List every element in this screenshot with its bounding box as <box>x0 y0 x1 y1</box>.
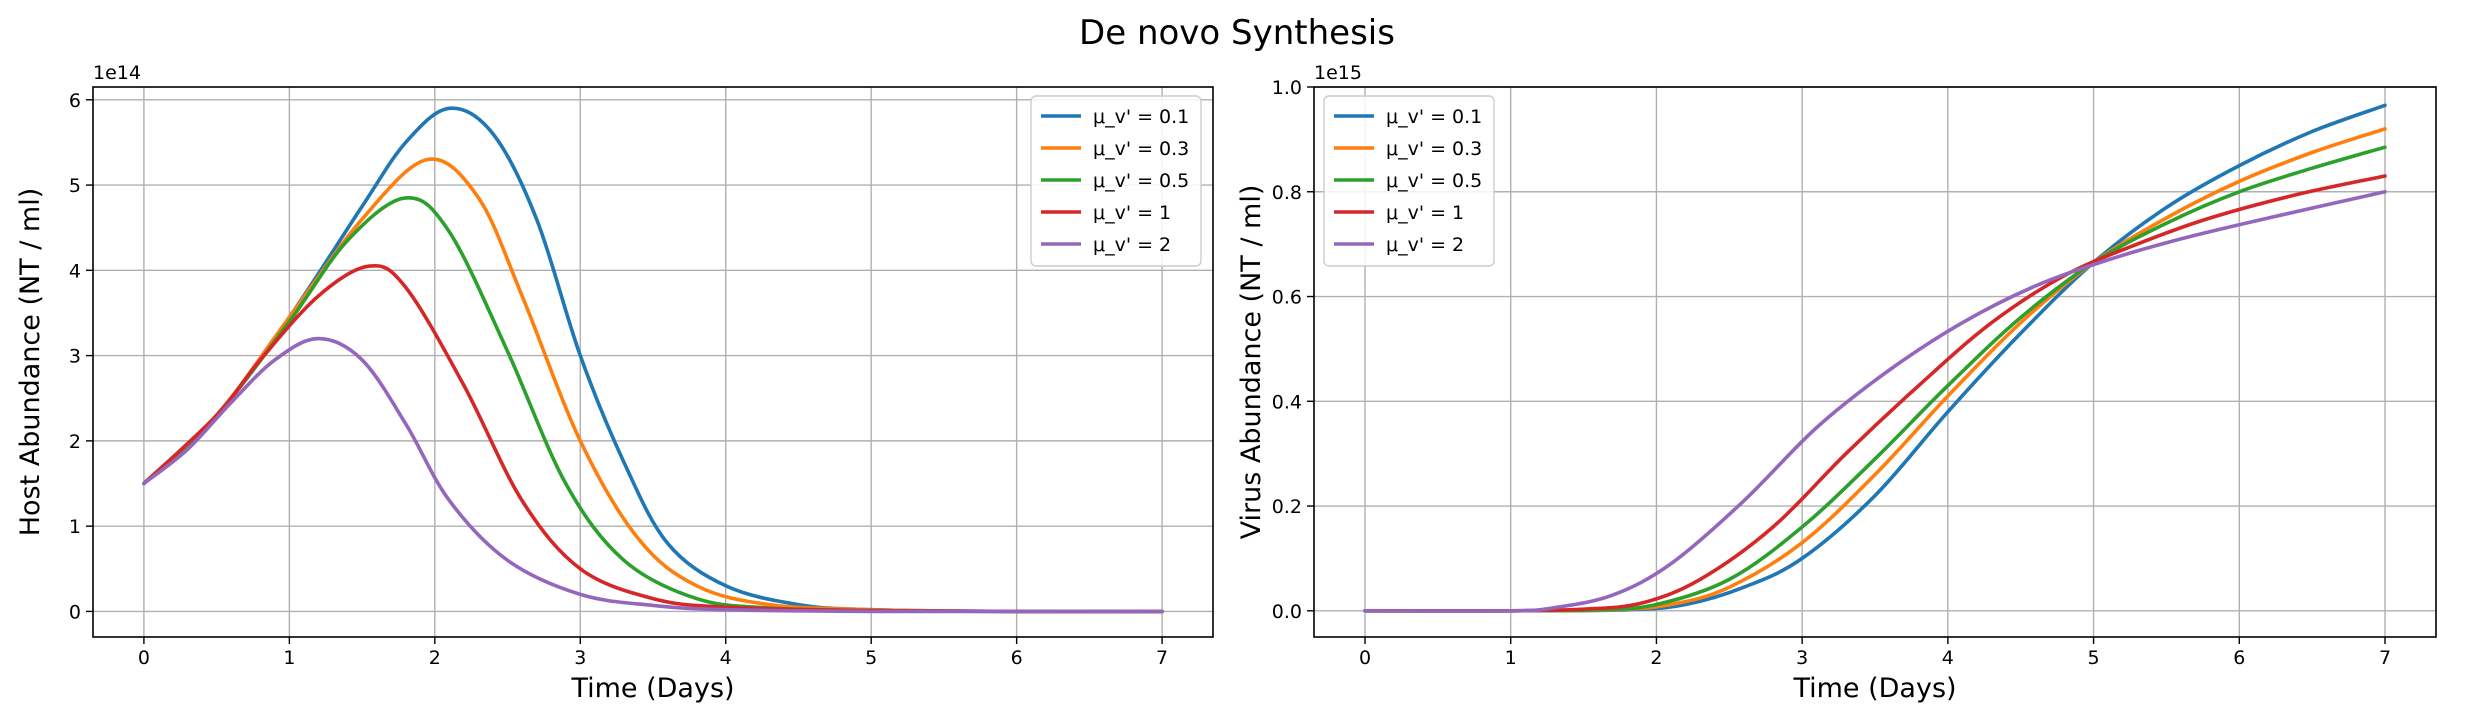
x-tick-label: 0 <box>138 647 150 669</box>
x-tick-label: 3 <box>574 647 586 669</box>
legend-label: μ_v' = 2 <box>1093 234 1171 256</box>
x-tick-label: 5 <box>2088 647 2100 669</box>
legend-label: μ_v' = 0.3 <box>1093 138 1189 160</box>
series-line-2 <box>142 196 1164 614</box>
x-tick-label: 2 <box>429 647 441 669</box>
x-tick-label: 7 <box>1156 647 1168 669</box>
axes-frame <box>1313 86 2437 638</box>
y-tick-label: 1 <box>69 516 81 538</box>
x-axis-label: Time (Days) <box>1792 673 1956 704</box>
figure-title: De novo Synthesis <box>1079 13 1395 53</box>
series-line-3 <box>142 263 1164 614</box>
y-axis-label: Virus Abundance (NT / ml) <box>1236 185 1267 540</box>
series-line-4 <box>142 336 1164 614</box>
x-axis-label: Time (Days) <box>570 673 734 704</box>
series-line-1 <box>142 157 1164 614</box>
virus-abundance-chart: 0 1 2 3 4 5 6 7 0.0 0.2 0.4 0.6 0.8 1.0 1e15 Time (Days… <box>1236 62 2437 704</box>
x-tick-label: 6 <box>1011 647 1023 669</box>
y-tick-label: 2 <box>69 431 81 453</box>
legend-box <box>1030 95 1202 267</box>
y-tick-label: 6 <box>69 90 81 112</box>
x-tick-label: 5 <box>865 647 877 669</box>
x-tick-label: 6 <box>2233 647 2245 669</box>
x-tick-label: 1 <box>283 647 295 669</box>
host-abundance-chart: 0 1 2 3 4 5 6 7 0 1 2 3 4 5 6 1e14 Time (Days) Host Abund… <box>15 62 1214 704</box>
series-line-0 <box>142 106 1164 614</box>
legend-label: μ_v' = 0.1 <box>1386 106 1482 128</box>
series-line-1 <box>1363 127 2387 613</box>
x-tick-label: 0 <box>1359 647 1371 669</box>
axes-frame <box>92 86 1214 638</box>
y-axis-label: Host Abundance (NT / ml) <box>15 188 46 537</box>
legend-label: μ_v' = 2 <box>1386 234 1464 256</box>
y-tick-label: 3 <box>69 346 81 368</box>
legend-box <box>1323 95 1495 267</box>
offset-label: 1e15 <box>1314 62 1362 84</box>
y-tick-label: 1.0 <box>1272 77 1302 99</box>
legend: μ_v' = 0.1 μ_v' = 0.3 μ_v' = 0.5 μ_v' = 1 μ_… <box>1030 95 1202 267</box>
x-tick-label: 3 <box>1796 647 1808 669</box>
x-tick-label: 4 <box>1942 647 1954 669</box>
y-tick-label: 0.8 <box>1272 182 1302 204</box>
series-line-3 <box>1363 174 2387 613</box>
x-tick-label: 4 <box>720 647 732 669</box>
y-tick-label: 0.2 <box>1272 496 1302 518</box>
x-tick-label: 7 <box>2379 647 2391 669</box>
offset-label: 1e14 <box>93 62 141 84</box>
legend-label: μ_v' = 1 <box>1093 202 1171 224</box>
y-tick-label: 0.4 <box>1272 391 1302 413</box>
series-line-4 <box>1363 190 2387 613</box>
legend-label: μ_v' = 0.3 <box>1386 138 1482 160</box>
legend: μ_v' = 0.1 μ_v' = 0.3 μ_v' = 0.5 μ_v' = 1 μ_… <box>1323 95 1495 267</box>
y-tick-label: 5 <box>69 175 81 197</box>
y-tick-label: 0 <box>69 601 81 623</box>
y-tick-label: 0.0 <box>1272 601 1302 623</box>
legend-label: μ_v' = 0.5 <box>1093 170 1189 192</box>
legend-label: μ_v' = 0.1 <box>1093 106 1189 128</box>
y-tick-label: 0.6 <box>1272 287 1302 309</box>
x-tick-label: 2 <box>1650 647 1662 669</box>
legend-label: μ_v' = 1 <box>1386 202 1464 224</box>
series-line-0 <box>1363 103 2387 613</box>
x-tick-label: 1 <box>1505 647 1517 669</box>
y-tick-label: 4 <box>69 260 81 282</box>
legend-label: μ_v' = 0.5 <box>1386 170 1482 192</box>
